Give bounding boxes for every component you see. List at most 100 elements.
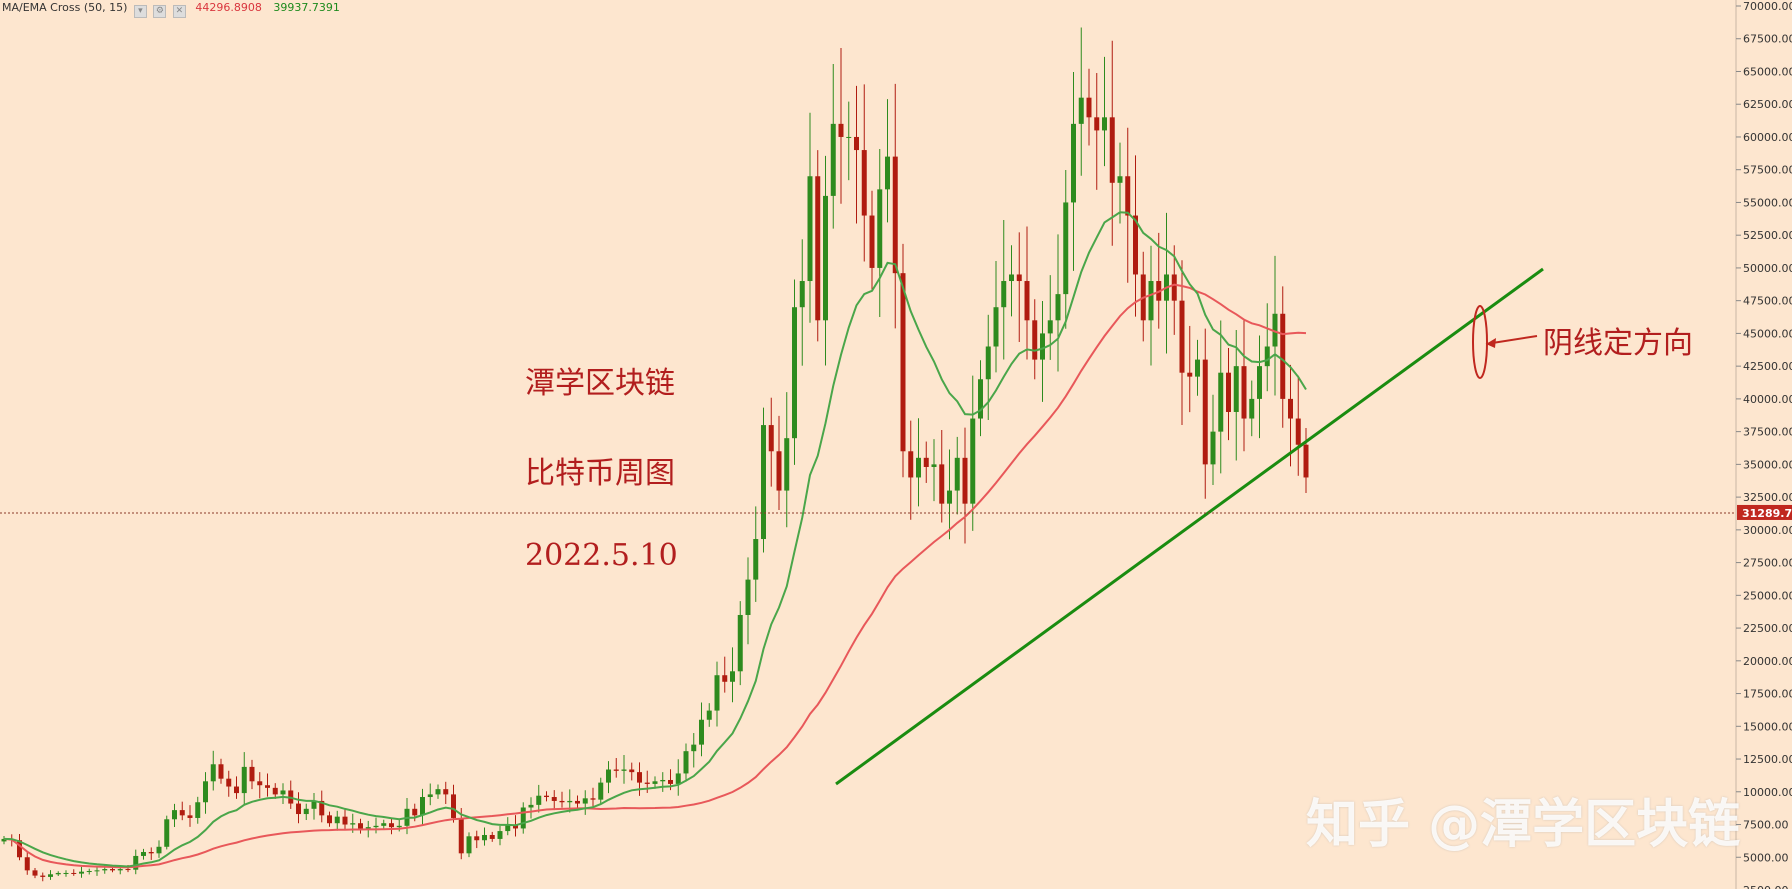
y-tick-label: 35000.00 bbox=[1743, 458, 1792, 471]
candle-body bbox=[350, 823, 356, 825]
y-tick-label: 45000.00 bbox=[1743, 327, 1792, 340]
candle-body bbox=[203, 781, 208, 803]
candle-body bbox=[1257, 366, 1262, 399]
candle-body bbox=[466, 836, 472, 854]
candle-body bbox=[869, 215, 875, 268]
candle-body bbox=[1187, 372, 1193, 377]
settings-icon[interactable]: ⚙ bbox=[153, 5, 167, 18]
candle-body bbox=[838, 123, 844, 137]
candle-body bbox=[156, 846, 162, 854]
candle-body bbox=[342, 816, 348, 825]
candle-body bbox=[1280, 313, 1286, 399]
y-tick-label: 12500.00 bbox=[1743, 753, 1792, 766]
candle-body bbox=[861, 150, 867, 216]
y-tick-label: 20000.00 bbox=[1743, 655, 1792, 668]
candle-body bbox=[1226, 372, 1231, 412]
candle-body bbox=[1195, 359, 1200, 377]
candle-body bbox=[985, 346, 991, 380]
candle-body bbox=[784, 438, 790, 491]
close-icon[interactable]: ✕ bbox=[172, 5, 186, 18]
candle-body bbox=[24, 857, 30, 871]
candle-body bbox=[187, 815, 193, 818]
candle-body bbox=[699, 719, 704, 745]
y-tick-label: 30000.00 bbox=[1743, 524, 1792, 537]
chevron-down-icon[interactable]: ▾ bbox=[133, 5, 147, 18]
candle-body bbox=[1241, 366, 1247, 419]
candle-body bbox=[854, 136, 859, 151]
candle-body bbox=[148, 852, 154, 854]
y-tick-label: 7500.00 bbox=[1743, 819, 1789, 832]
candle-body bbox=[799, 281, 805, 308]
y-tick-label: 55000.00 bbox=[1743, 196, 1792, 209]
candle-body bbox=[745, 579, 751, 615]
candle-body bbox=[761, 425, 766, 540]
y-tick-label: 65000.00 bbox=[1743, 65, 1792, 78]
candle-body bbox=[110, 869, 115, 871]
candle-body bbox=[296, 803, 301, 815]
y-tick-label: 25000.00 bbox=[1743, 589, 1792, 602]
candle-body bbox=[683, 751, 689, 774]
y-tick-label: 2500.00 bbox=[1743, 884, 1789, 889]
y-tick-label: 37500.00 bbox=[1743, 426, 1792, 439]
candle-body bbox=[1, 838, 7, 842]
candle-body bbox=[877, 189, 883, 268]
candle-body bbox=[575, 800, 580, 804]
candle-body bbox=[815, 176, 821, 321]
candle-body bbox=[737, 614, 743, 672]
candle-body bbox=[1202, 359, 1208, 465]
current-price-label: 31289.70 bbox=[1742, 507, 1792, 520]
y-tick-label: 47500.00 bbox=[1743, 295, 1792, 308]
candle-body bbox=[730, 671, 735, 682]
candle-body bbox=[1249, 398, 1255, 419]
candle-body bbox=[652, 781, 658, 784]
candle-body bbox=[691, 744, 697, 752]
candle-body bbox=[32, 870, 38, 876]
candle-body bbox=[412, 808, 418, 816]
candle-body bbox=[590, 798, 596, 800]
candle-body bbox=[373, 825, 379, 828]
candle-body bbox=[1094, 117, 1100, 131]
candle-body bbox=[257, 781, 263, 786]
candle-body bbox=[1024, 281, 1030, 321]
candle-body bbox=[900, 273, 906, 452]
y-tick-label: 67500.00 bbox=[1743, 33, 1792, 46]
candle-body bbox=[613, 769, 619, 771]
candle-body bbox=[195, 802, 201, 818]
ema-value: 39937.7391 bbox=[273, 1, 340, 14]
candle-body bbox=[241, 766, 247, 794]
candle-body bbox=[210, 764, 216, 782]
y-tick-label: 32500.00 bbox=[1743, 491, 1792, 504]
candle-body bbox=[358, 823, 363, 829]
trendline bbox=[835, 267, 1544, 786]
candle-body bbox=[621, 769, 627, 771]
candle-body bbox=[846, 136, 852, 138]
candle-body bbox=[334, 816, 340, 824]
indicator-label: MA/EMA Cross (50, 15) bbox=[2, 1, 128, 14]
candle-body bbox=[1171, 274, 1177, 301]
candle-body bbox=[536, 795, 542, 805]
candle-body bbox=[94, 870, 100, 872]
candle-body bbox=[141, 852, 146, 856]
candle-body bbox=[644, 782, 650, 784]
candle-body bbox=[830, 123, 836, 196]
candle-body bbox=[892, 156, 898, 274]
candle-body bbox=[474, 836, 480, 841]
candle-body bbox=[1117, 176, 1123, 183]
candle-body bbox=[675, 773, 681, 784]
candle-body bbox=[505, 824, 511, 832]
candle-body bbox=[396, 825, 402, 828]
candle-body bbox=[482, 834, 487, 841]
candle-body bbox=[303, 808, 309, 815]
price-axis: 70000.00 67500.00 65000.00 62500.00 60000.00… bbox=[1735, 0, 1792, 889]
candle-body bbox=[1063, 202, 1069, 295]
candles bbox=[1, 27, 1309, 882]
candle-body bbox=[916, 457, 921, 478]
candle-body bbox=[629, 769, 635, 773]
candle-body bbox=[582, 798, 588, 804]
candle-body bbox=[102, 869, 108, 871]
candle-body bbox=[1264, 346, 1270, 367]
price-axis-bg bbox=[1736, 0, 1792, 889]
candle-body bbox=[249, 766, 255, 782]
candle-body bbox=[164, 819, 170, 847]
